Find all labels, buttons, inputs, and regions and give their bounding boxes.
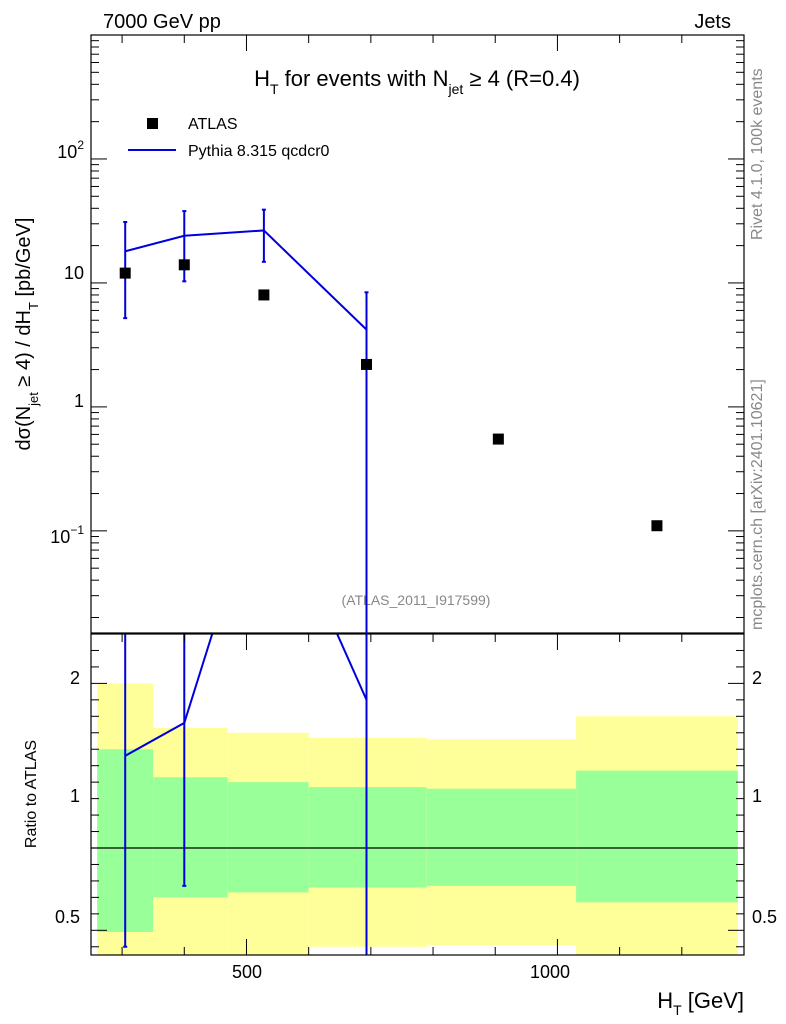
ratio-tick-label-2-left: 2	[70, 668, 80, 688]
atlas-marker	[361, 358, 373, 370]
analysis-id-label: (ATLAS_2011_I917599)	[342, 592, 491, 608]
x-axis-label: HT [GeV]	[657, 988, 744, 1018]
pythia-curve	[124, 229, 368, 331]
ratio-panel: Ratio to ATLAS 2 1 0.5 2 1 0.5 500 1000 …	[23, 633, 777, 1018]
ratio-band-stat	[426, 788, 577, 886]
ratio-tick-label-1-right: 1	[752, 786, 762, 806]
main-panel-data	[119, 208, 663, 633]
legend-pythia-label: Pythia 8.315 qcdcr0	[188, 143, 330, 160]
ratio-tick-label-1-left: 1	[70, 786, 80, 806]
legend: ATLAS Pythia 8.315 qcdcr0	[128, 116, 330, 160]
pythia-ratio-curve	[124, 634, 368, 757]
ratio-panel-frame	[90, 633, 745, 956]
ratio-band-stat	[576, 770, 738, 903]
ratio-uncertainty-bands	[97, 683, 738, 955]
energy-label: 7000 GeV pp	[103, 11, 221, 33]
rivet-version-label: Rivet 4.1.0, 100k events	[749, 68, 766, 240]
ratio-panel-ticks	[91, 634, 745, 955]
ratio-tick-label-2-right: 2	[752, 668, 762, 688]
y-tick-label-1: 1	[74, 391, 84, 411]
main-panel-ticks	[91, 35, 745, 619]
plot-title: HT for events with Njet ≥ 4 (R=0.4)	[254, 66, 580, 97]
ratio-band-stat	[153, 777, 228, 898]
y-tick-label-0.1: 10−1	[50, 523, 84, 547]
ratio-tick-label-0.5-right: 0.5	[752, 907, 777, 927]
x-tick-label-500: 500	[232, 962, 262, 982]
y-axis-label: dσ(Njet ≥ 4) / dHT [pb/GeV]	[13, 218, 41, 451]
ratio-tick-label-0.5-left: 0.5	[55, 907, 80, 927]
y-tick-label-100: 102	[57, 138, 84, 162]
y-tick-label-10: 10	[64, 263, 84, 283]
atlas-marker	[119, 267, 131, 279]
atlas-marker	[258, 289, 270, 301]
atlas-marker	[651, 520, 663, 532]
ratio-y-axis-label: Ratio to ATLAS	[23, 740, 40, 848]
ratio-band-stat	[227, 782, 309, 893]
mcplots-citation-label: mcplots.cern.ch [arXiv:2401.10621]	[749, 379, 766, 630]
atlas-marker	[492, 433, 504, 445]
main-panel-frame	[90, 34, 745, 634]
ratio-band-stat	[308, 787, 427, 888]
atlas-marker	[178, 259, 190, 271]
x-tick-label-1000: 1000	[530, 962, 570, 982]
legend-atlas-marker	[147, 118, 158, 129]
main-panel: HT for events with Njet ≥ 4 (R=0.4) dσ(N…	[13, 34, 745, 634]
process-label: Jets	[694, 11, 731, 33]
legend-atlas-label: ATLAS	[188, 116, 238, 133]
ratio-panel-data	[123, 634, 368, 955]
